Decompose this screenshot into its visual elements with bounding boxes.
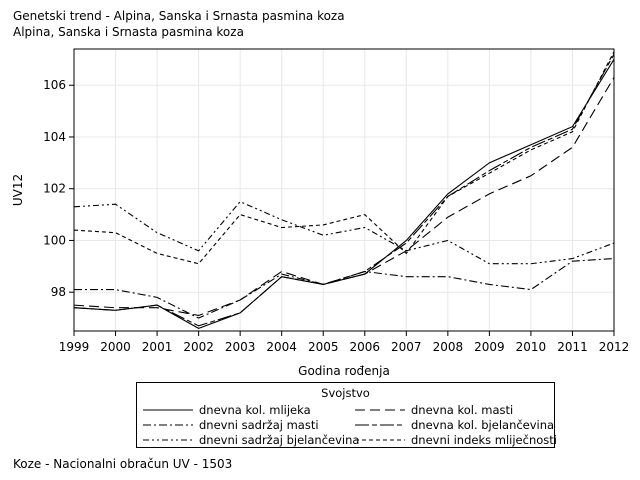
y-tick-label: 98 — [51, 285, 66, 299]
line-chart: 1999 2000 2001 2002 2003 2004 2005 2006 2007 2008… — [11, 48, 630, 378]
y-tick-label: 106 — [43, 78, 66, 92]
legend-label: dnevna kol. masti — [411, 403, 514, 417]
legend-label: dnevna kol. mlijeka — [199, 403, 311, 417]
legend-swatch — [355, 409, 405, 411]
legend-swatch — [355, 439, 405, 441]
y-tick-label: 102 — [43, 182, 66, 196]
legend-label: dnevni sadržaj masti — [199, 418, 319, 432]
x-tick-label: 2005 — [308, 340, 339, 354]
legend-swatch — [143, 409, 193, 411]
legend-title: Svojstvo — [321, 386, 370, 400]
x-tick-label: 2009 — [474, 340, 505, 354]
series-line-5 — [73, 200, 615, 265]
legend-swatch — [143, 424, 193, 426]
x-tick-label: 2010 — [516, 340, 547, 354]
footnote: Koze - Nacionalni obračun UV - 1503 — [13, 457, 233, 471]
x-tick-label: 2011 — [557, 340, 588, 354]
chart-subtitle: Alpina, Sanska i Srnasta pasmina koza — [13, 25, 244, 39]
legend-swatch — [355, 424, 405, 426]
plot-frame — [73, 48, 615, 332]
x-tick-label: 2006 — [349, 340, 380, 354]
x-tick-label: 2012 — [599, 340, 630, 354]
series-line-2 — [73, 77, 615, 317]
x-tick-label: 2000 — [100, 340, 131, 354]
x-tick-label: 2004 — [266, 340, 297, 354]
legend: Svojstvo dnevna kol. mlijeka dnevna kol. … — [136, 382, 557, 448]
x-tick-label: 2003 — [225, 340, 256, 354]
y-tick-label: 104 — [43, 130, 66, 144]
x-tick-label: 2001 — [142, 340, 173, 354]
legend-swatch — [143, 439, 193, 441]
y-tick-label: 100 — [43, 233, 66, 247]
chart-title: Genetski trend - Alpina, Sanska i Srnast… — [13, 9, 345, 23]
series-line-4 — [73, 53, 615, 327]
legend-label: dnevni indeks mliječnosti — [411, 433, 557, 447]
x-tick-label: 2008 — [433, 340, 464, 354]
x-tick-label: 2007 — [391, 340, 422, 354]
x-tick-label: 1999 — [59, 340, 90, 354]
x-axis-label: Godina rođenja — [298, 364, 390, 378]
legend-label: dnevni sadržaj bjelančevina — [199, 433, 360, 447]
x-tick-label: 2002 — [183, 340, 214, 354]
legend-label: dnevna kol. bjelančevina — [411, 418, 555, 432]
y-axis-label: UV12 — [11, 174, 25, 206]
series-line-6 — [73, 51, 615, 265]
series-line-3 — [74, 258, 615, 319]
